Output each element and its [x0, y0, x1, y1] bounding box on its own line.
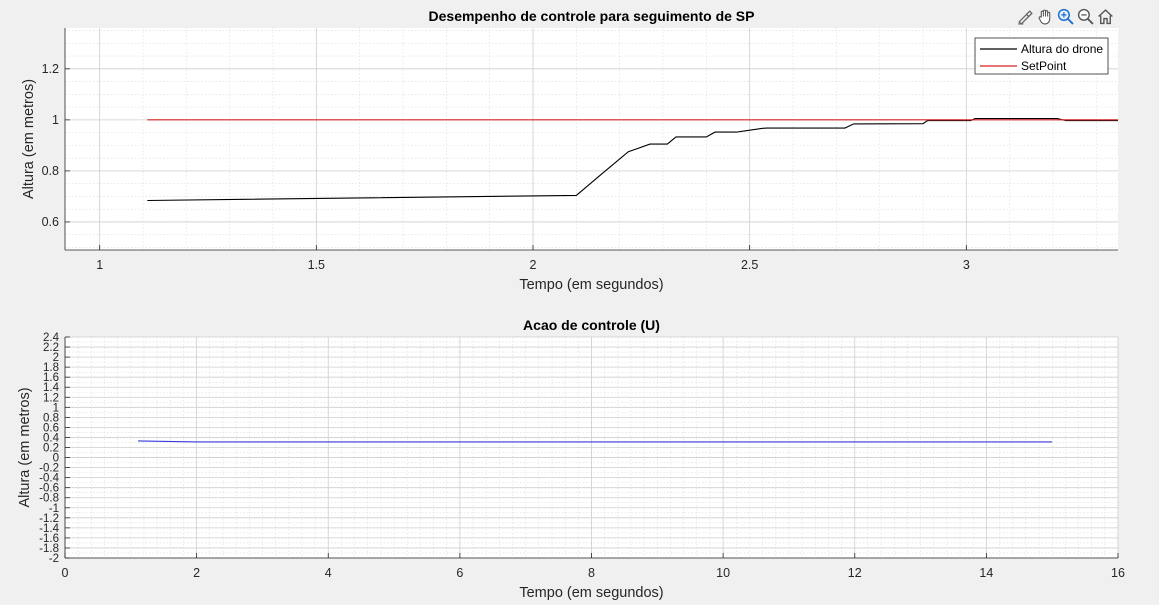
- axes-bottom: 0 2 4 6 8 10 12 14 16-2-1.8-1.6-1.4-1.2-1-0.8-0.…: [17, 317, 1125, 601]
- y-axis-label: Altura (em metros): [17, 387, 33, 507]
- zoom-out-tool[interactable]: [1076, 7, 1095, 26]
- x-tick-label: 0: [62, 566, 69, 580]
- legend-box: [974, 37, 1109, 75]
- plot-area[interactable]: [65, 28, 1118, 250]
- y-tick-label: 0.8: [42, 164, 59, 178]
- home-tool[interactable]: [1096, 7, 1115, 26]
- chart-title: Acao de controle (U): [523, 317, 660, 333]
- series-group: [147, 118, 1118, 202]
- y-tick-label: 0: [53, 453, 59, 465]
- x-axis-label: Tempo (em segundos): [519, 585, 663, 601]
- x-tick-label: 6: [456, 566, 463, 580]
- y-tick-label: 0.4: [43, 432, 60, 444]
- x-tick-label: 14: [979, 566, 993, 580]
- y-tick-label: -1.8: [39, 543, 59, 555]
- y-tick-label: 1.4: [43, 382, 60, 394]
- axes-top: 1 1.5 2 2.5 3 0.6 0.8 1 1.2 Desempenho de control…: [21, 8, 1118, 293]
- brush-icon: [1018, 9, 1033, 25]
- brush-tool[interactable]: [1016, 7, 1035, 26]
- zoom-in-icon: [1057, 8, 1074, 25]
- legend-entry: SetPoint: [1021, 59, 1067, 73]
- y-tick-label: 2.2: [43, 342, 59, 354]
- y-tick-label: 1.6: [43, 372, 59, 384]
- legend[interactable]: Altura do drone SetPoint: [974, 37, 1109, 75]
- x-tick-label: 2: [530, 258, 537, 272]
- y-tick-label: 0.2: [43, 443, 59, 455]
- y-tick-label: 2.4: [43, 332, 60, 344]
- legend-entry: Altura do drone: [1021, 42, 1103, 56]
- y-tick-label: 0.6: [42, 215, 59, 229]
- zoom-in-tool[interactable]: [1056, 7, 1075, 26]
- x-tick-label: 10: [716, 566, 730, 580]
- x-tick-label: 2: [193, 566, 200, 580]
- x-tick-label: 2.5: [741, 258, 758, 272]
- x-tick-label: 4: [325, 566, 332, 580]
- x-tick-label: 8: [588, 566, 595, 580]
- y-tick-label: -1.2: [39, 513, 59, 525]
- y-tick-label: 1.2: [43, 392, 59, 404]
- axes-toolbar: [1016, 6, 1115, 26]
- x-tick-label: 1.5: [308, 258, 325, 272]
- y-tick-label: 0.6: [43, 422, 59, 434]
- y-tick-label: -0.8: [39, 493, 59, 505]
- y-tick-label: -0.6: [39, 483, 59, 495]
- home-icon: [1098, 8, 1113, 24]
- pan-hand-icon: [1038, 9, 1051, 24]
- y-tick-label: 1: [52, 113, 59, 127]
- series-line-0: [138, 440, 1053, 443]
- y-tick-label: 0.8: [43, 412, 59, 424]
- y-tick-label: -1: [49, 503, 59, 515]
- y-tick-label: -0.4: [39, 473, 59, 485]
- x-tick-label: 3: [963, 258, 970, 272]
- x-tick-label: 12: [848, 566, 862, 580]
- y-tick-label: 1.8: [43, 362, 59, 374]
- y-tick-label: -2: [49, 553, 59, 565]
- y-tick-label: -1.4: [39, 523, 59, 535]
- x-axis-label: Tempo (em segundos): [519, 277, 663, 293]
- y-tick-label: 1: [53, 402, 59, 414]
- y-tick-label: 2: [53, 352, 59, 364]
- zoom-out-icon: [1077, 8, 1094, 25]
- pan-tool[interactable]: [1036, 7, 1055, 26]
- y-tick-label: -0.2: [39, 463, 59, 475]
- series-group: [138, 440, 1053, 443]
- y-tick-label: -1.6: [39, 533, 59, 545]
- y-axis-label: Altura (em metros): [21, 79, 37, 199]
- chart-title: Desempenho de controle para seguimento d…: [429, 8, 755, 24]
- x-tick-label: 1: [96, 258, 103, 272]
- y-tick-label: 1.2: [42, 62, 59, 76]
- major-grid: [64, 336, 1119, 559]
- x-tick-label: 16: [1111, 566, 1125, 580]
